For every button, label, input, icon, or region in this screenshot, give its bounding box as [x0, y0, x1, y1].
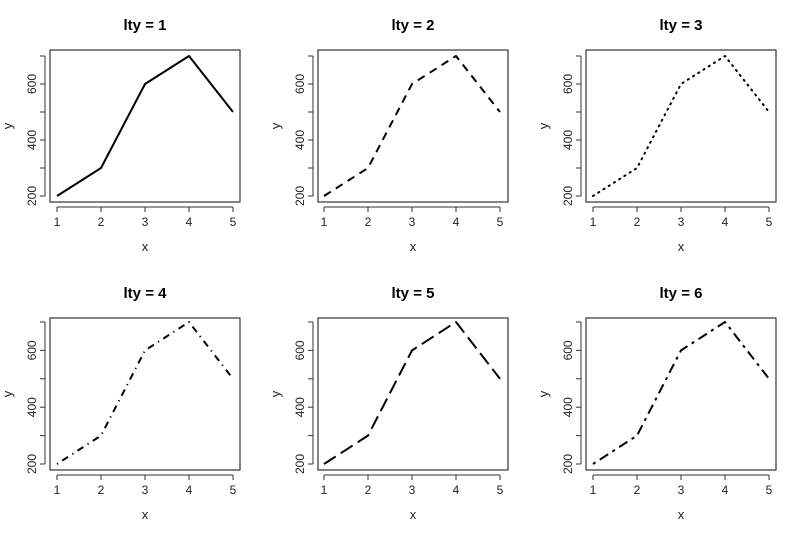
- chart-panel-lty-3: lty = 3 1 2 3 4 5 x 200 400 600 y: [536, 17, 777, 254]
- x-tick-label: 3: [409, 215, 416, 229]
- x-tick-label: 3: [142, 483, 149, 497]
- panel-title: lty = 3: [660, 17, 703, 34]
- x-axis-label: x: [678, 239, 685, 254]
- x-tick-label: 5: [230, 483, 237, 497]
- y-tick-label: 600: [25, 74, 39, 94]
- x-axis: 1 2 3 4 5: [590, 206, 773, 229]
- data-line-lty-3: [592, 55, 770, 197]
- panel-title: lty = 2: [392, 17, 435, 34]
- chart-panel-lty-2: lty = 2 1 2 3 4 5 x 200 400 600 y: [268, 17, 509, 254]
- x-axis-label: x: [410, 507, 417, 522]
- x-tick-label: 4: [186, 483, 193, 497]
- y-tick-label: 400: [293, 397, 307, 417]
- x-axis: 1 2 3 4 5: [321, 474, 504, 497]
- y-tick-label: 200: [293, 186, 307, 206]
- y-axis: 200 400 600: [561, 321, 582, 474]
- x-axis: 1 2 3 4 5: [321, 206, 504, 229]
- y-tick-label: 400: [561, 130, 575, 150]
- y-tick-label: 200: [293, 454, 307, 474]
- y-axis-label: y: [0, 122, 15, 129]
- x-tick-label: 4: [186, 215, 193, 229]
- x-axis: 1 2 3 4 5: [590, 474, 773, 497]
- panel-title: lty = 6: [660, 285, 703, 302]
- x-tick-label: 4: [453, 483, 460, 497]
- plot-frame: [317, 317, 509, 471]
- y-axis-label: y: [536, 122, 551, 129]
- y-axis: 200 400 600: [561, 55, 582, 206]
- data-line-lty-6: [592, 321, 770, 465]
- plot-frame: [49, 317, 241, 471]
- x-tick-label: 5: [766, 215, 773, 229]
- plot-frame: [317, 49, 509, 203]
- y-axis-label: y: [268, 390, 283, 397]
- y-tick-label: 600: [293, 74, 307, 94]
- chart-panel-lty-6: lty = 6 1 2 3 4 5 x 200 400 600 y: [536, 285, 777, 522]
- x-tick-label: 3: [142, 215, 149, 229]
- y-axis: 200 400 600: [293, 321, 314, 474]
- y-tick-label: 600: [561, 340, 575, 360]
- x-tick-label: 4: [722, 215, 729, 229]
- plot-frame: [585, 49, 777, 203]
- y-tick-label: 600: [293, 340, 307, 360]
- x-tick-label: 2: [365, 215, 372, 229]
- data-line-lty-2: [323, 55, 501, 197]
- x-tick-label: 2: [98, 483, 105, 497]
- y-axis: 200 400 600: [25, 321, 46, 474]
- y-axis: 200 400 600: [293, 55, 314, 206]
- y-tick-label: 600: [561, 74, 575, 94]
- y-tick-label: 400: [293, 130, 307, 150]
- x-axis: 1 2 3 4 5: [54, 206, 237, 229]
- x-axis-label: x: [142, 239, 149, 254]
- chart-panel-lty-4: lty = 4 1 2 3 4 5 x 200 400 600 y: [0, 285, 241, 522]
- x-tick-label: 1: [590, 215, 597, 229]
- y-tick-label: 200: [561, 454, 575, 474]
- x-tick-label: 3: [678, 215, 685, 229]
- x-tick-label: 5: [497, 215, 504, 229]
- x-tick-label: 1: [590, 483, 597, 497]
- data-line-lty-1: [56, 55, 234, 197]
- chart-panel-lty-5: lty = 5 1 2 3 4 5 x 200 400 600 y: [268, 285, 509, 522]
- data-line-lty-4: [56, 321, 234, 465]
- y-axis-label: y: [0, 390, 15, 397]
- panel-title: lty = 1: [124, 17, 167, 34]
- x-tick-label: 5: [766, 483, 773, 497]
- data-line-lty-5: [323, 321, 501, 465]
- y-axis: 200 400 600: [25, 55, 46, 206]
- y-tick-label: 400: [25, 130, 39, 150]
- x-tick-label: 1: [54, 215, 61, 229]
- panel-title: lty = 4: [124, 285, 168, 302]
- x-tick-label: 3: [409, 483, 416, 497]
- chart-panel-lty-1: lty = 1 1 2 3 4 5 x 200 400 600 y: [0, 17, 241, 254]
- x-axis-label: x: [410, 239, 417, 254]
- x-axis-label: x: [678, 507, 685, 522]
- x-tick-label: 1: [321, 483, 328, 497]
- y-axis-label: y: [536, 390, 551, 397]
- x-tick-label: 1: [54, 483, 61, 497]
- x-axis-label: x: [142, 507, 149, 522]
- x-tick-label: 2: [634, 215, 641, 229]
- x-tick-label: 1: [321, 215, 328, 229]
- y-tick-label: 400: [25, 397, 39, 417]
- x-axis: 1 2 3 4 5: [54, 474, 237, 497]
- y-tick-label: 400: [561, 397, 575, 417]
- x-tick-label: 5: [497, 483, 504, 497]
- plot-frame: [49, 49, 241, 203]
- x-tick-label: 4: [722, 483, 729, 497]
- x-tick-label: 2: [98, 215, 105, 229]
- y-tick-label: 600: [25, 340, 39, 360]
- plot-frame: [585, 317, 777, 471]
- x-tick-label: 5: [230, 215, 237, 229]
- x-tick-label: 2: [634, 483, 641, 497]
- x-tick-label: 4: [453, 215, 460, 229]
- panel-title: lty = 5: [392, 285, 435, 302]
- y-tick-label: 200: [25, 186, 39, 206]
- y-tick-label: 200: [561, 186, 575, 206]
- x-tick-label: 2: [365, 483, 372, 497]
- y-axis-label: y: [268, 122, 283, 129]
- x-tick-label: 3: [678, 483, 685, 497]
- y-tick-label: 200: [25, 454, 39, 474]
